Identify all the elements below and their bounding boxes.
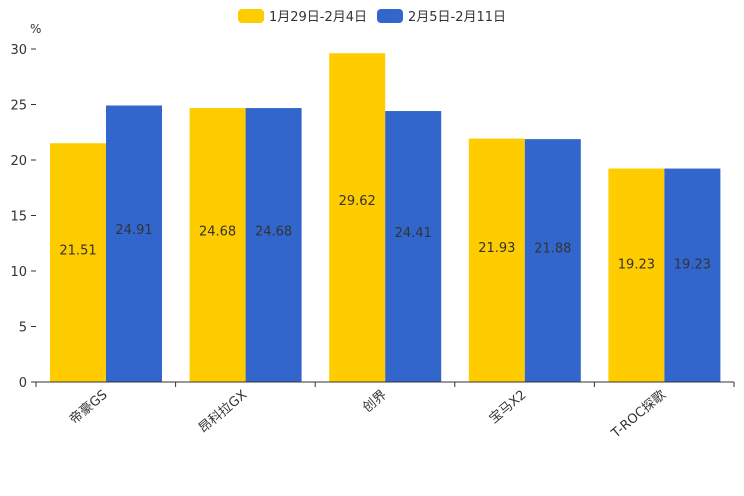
bar-series-2-3[interactable] — [524, 139, 581, 382]
legend-item-series-2[interactable]: 2月5日-2月11日 — [377, 6, 506, 25]
bar-series-2-0[interactable] — [106, 105, 162, 383]
data-label-series-2-3: 21.88 — [534, 241, 571, 256]
y-tick-label: 25 — [10, 99, 27, 114]
bar-series-2-2[interactable] — [385, 111, 442, 382]
x-category-label: 宝马X2 — [487, 388, 530, 427]
bar-series-2-1[interactable] — [245, 108, 302, 382]
legend-label-series-1: 1月29日-2月4日 — [268, 10, 367, 25]
y-axis-unit-label: % — [30, 22, 41, 36]
data-label-series-1-0: 21.51 — [59, 244, 96, 259]
y-tick-label: 0 — [19, 376, 27, 391]
y-tick-label: 5 — [19, 321, 27, 336]
legend-item-series-1[interactable]: 1月29日-2月4日 — [237, 6, 367, 25]
data-label-series-2-0: 24.91 — [115, 223, 152, 238]
data-label-series-2-4: 19.23 — [674, 258, 711, 273]
x-category-label: 昂科拉GX — [196, 388, 250, 437]
data-label-series-1-3: 21.93 — [478, 241, 515, 256]
legend-swatch-series-2 — [377, 8, 403, 23]
bar-series-1-4[interactable] — [608, 168, 665, 382]
y-tick-label: 10 — [10, 265, 27, 280]
bar-series-2-4[interactable] — [664, 168, 721, 382]
legend-label-series-2: 2月5日-2月11日 — [408, 10, 507, 25]
y-tick-label: 20 — [10, 154, 27, 169]
data-label-series-2-2: 24.41 — [395, 226, 432, 241]
data-label-series-1-4: 19.23 — [618, 258, 655, 273]
x-category-label: 创界 — [360, 388, 390, 416]
x-category-label: 帝豪GS — [66, 387, 110, 428]
data-label-series-1-2: 29.62 — [339, 194, 376, 209]
bar-series-1-1[interactable] — [189, 108, 246, 382]
legend-swatch-series-1 — [237, 8, 264, 23]
data-label-series-1-1: 24.68 — [199, 224, 236, 239]
x-category-label: T-ROC探歌 — [608, 388, 669, 442]
legend: 1月29日-2月4日 2月5日-2月11日 — [0, 6, 744, 25]
y-tick-label: 15 — [10, 210, 27, 225]
bar-series-1-2[interactable] — [329, 53, 386, 383]
bar-series-1-3[interactable] — [468, 138, 525, 382]
y-tick-label: 30 — [10, 43, 27, 58]
bar-series-1-0[interactable] — [50, 143, 106, 382]
data-label-series-2-1: 24.68 — [255, 224, 292, 239]
